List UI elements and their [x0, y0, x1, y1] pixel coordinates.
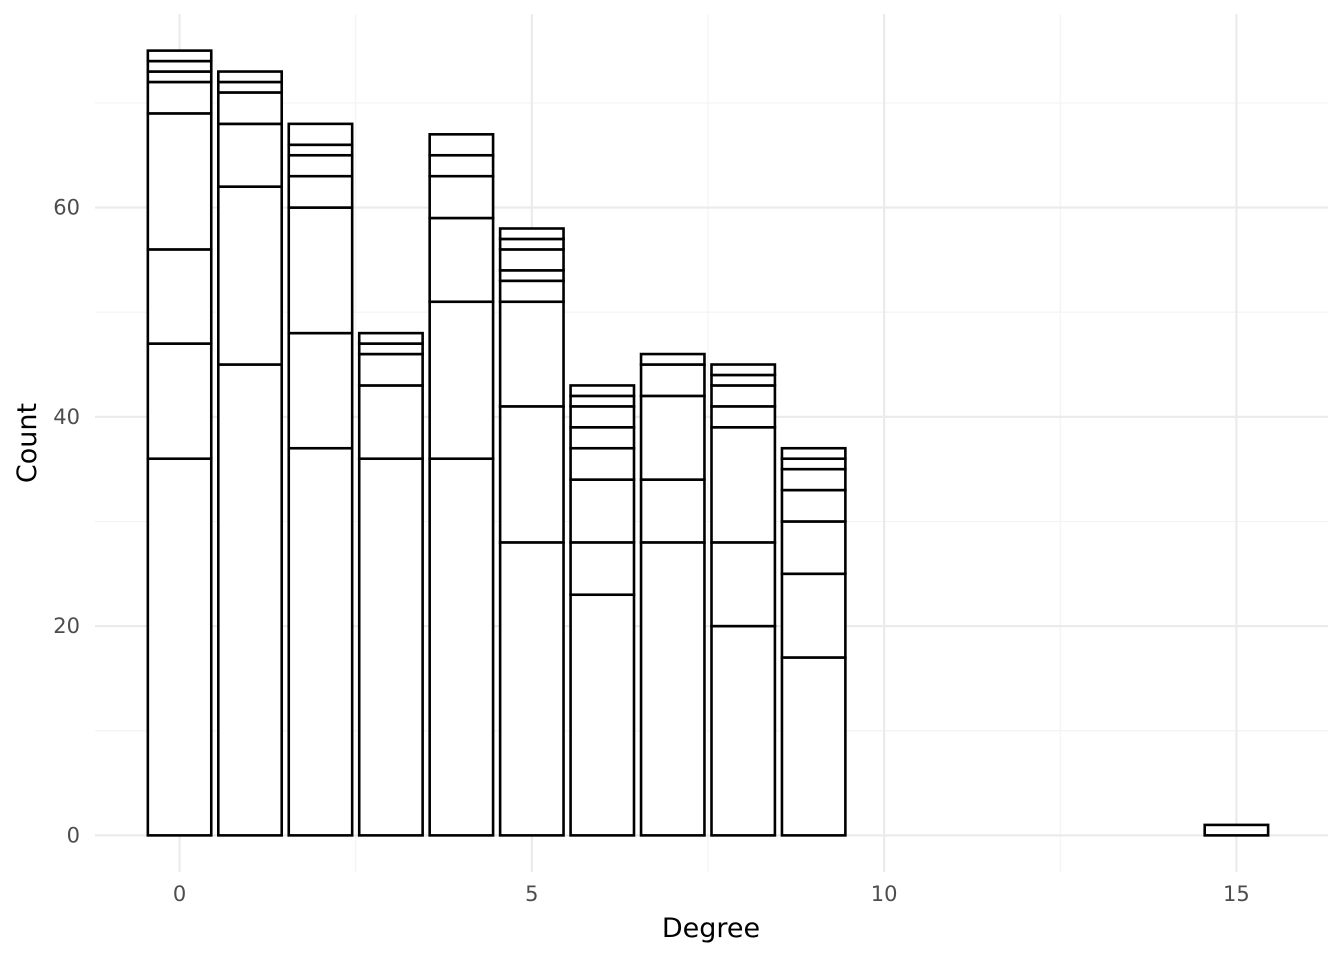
bar-segment: [569, 446, 636, 481]
bar-segment: [710, 405, 777, 429]
bar-stack-0: [146, 49, 213, 837]
bar-segment: [498, 541, 565, 837]
y-tick-label: 0: [67, 823, 80, 847]
bar-segment: [287, 174, 354, 209]
bar-segment: [428, 457, 495, 837]
bar-segment: [639, 363, 706, 398]
bar-segment: [217, 80, 284, 94]
bar-segment: [217, 122, 284, 188]
bar-segment: [287, 153, 354, 178]
bar-segment: [1203, 823, 1270, 837]
bar-stack-1: [217, 70, 284, 837]
bar-segment: [428, 300, 495, 460]
bar-segment: [287, 206, 354, 335]
bar-segment: [639, 352, 706, 366]
bar-segment: [428, 174, 495, 220]
bar-stack-4: [428, 133, 495, 837]
bar-segment: [639, 478, 706, 544]
bar-segment: [710, 373, 777, 387]
bar-segment: [780, 488, 847, 523]
bar-segment: [569, 405, 636, 429]
bar-segment: [498, 237, 565, 251]
bar-segment: [146, 49, 213, 63]
bar-segment: [710, 541, 777, 628]
bar-segment: [357, 342, 424, 356]
bar-segment: [569, 541, 636, 597]
bar-segment: [146, 70, 213, 84]
bar-segment: [780, 572, 847, 659]
bar-segment: [146, 112, 213, 251]
y-tick-label: 20: [53, 614, 80, 638]
bar-segment: [287, 143, 354, 157]
bar-segment: [780, 520, 847, 576]
bar-stack-2: [287, 122, 354, 837]
x-tick-label: 15: [1223, 882, 1250, 906]
bar-segment: [287, 331, 354, 450]
bar-segment: [569, 478, 636, 544]
bar-stack-7: [639, 352, 706, 837]
bar-stack-6: [569, 384, 636, 837]
bar-stack-15: [1203, 823, 1270, 837]
bar-stack-9: [780, 446, 847, 837]
bar-segment: [146, 457, 213, 837]
bar-segment: [569, 394, 636, 408]
bar-segment: [569, 426, 636, 450]
bar-segment: [357, 352, 424, 387]
bar-segment: [217, 70, 284, 84]
bar-segment: [428, 133, 495, 157]
x-tick-label: 5: [525, 882, 538, 906]
bar-segment: [569, 384, 636, 398]
bar-segment: [710, 426, 777, 544]
bar-segment: [287, 446, 354, 837]
bar-segment: [710, 363, 777, 377]
bar-segment: [357, 457, 424, 837]
bar-segment: [498, 405, 565, 544]
bar-segment: [428, 153, 495, 178]
bar-segment: [498, 227, 565, 241]
bar-segment: [569, 593, 636, 837]
bar-stack-5: [498, 227, 565, 837]
bar-segment: [357, 384, 424, 460]
bar-segment: [146, 59, 213, 73]
bar-stack-8: [710, 363, 777, 837]
bar-segment: [498, 248, 565, 272]
bar-segment: [146, 248, 213, 345]
bar-segment: [710, 624, 777, 837]
y-tick-label: 40: [53, 405, 80, 429]
bar-segment: [780, 467, 847, 492]
stacked-bars: [146, 49, 1270, 837]
bar-segment: [780, 656, 847, 837]
bar-segment: [146, 80, 213, 115]
bar-stack-3: [357, 331, 424, 837]
x-tick-label: 0: [173, 882, 186, 906]
bar-segment: [217, 91, 284, 126]
x-axis-title: Degree: [662, 913, 760, 944]
bar-segment: [498, 269, 565, 283]
x-axis-tick-labels: 0 5 10 15: [173, 882, 1250, 906]
bar-segment: [357, 331, 424, 345]
bar-segment: [780, 457, 847, 471]
bar-segment: [639, 541, 706, 837]
bar-segment: [287, 122, 354, 147]
bar-segment: [498, 279, 565, 304]
x-tick-label: 10: [871, 882, 898, 906]
bar-segment: [217, 363, 284, 837]
y-axis-tick-labels: 0 20 40 60: [53, 196, 80, 848]
bar-segment: [428, 216, 495, 304]
y-axis-title: Count: [12, 403, 43, 483]
bar-segment: [498, 300, 565, 408]
bar-segment: [780, 446, 847, 460]
bar-segment: [710, 384, 777, 408]
bar-segment: [639, 394, 706, 481]
y-tick-label: 60: [53, 196, 80, 220]
bar-segment: [146, 342, 213, 460]
bar-segment: [217, 185, 284, 366]
